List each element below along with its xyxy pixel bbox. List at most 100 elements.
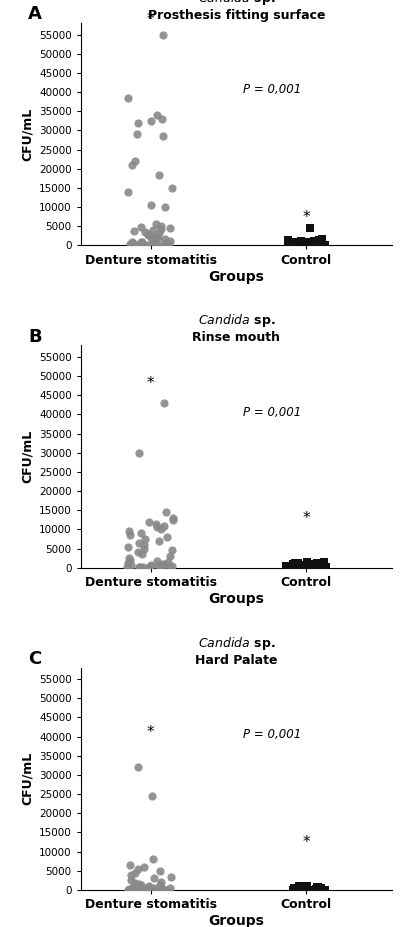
Point: [145, 226, 152, 241]
Text: *: *: [303, 210, 310, 225]
Point: [168, 870, 175, 884]
Text: P = 0,001: P = 0,001: [242, 83, 301, 96]
Point: [145, 514, 152, 529]
Point: [319, 559, 325, 574]
Point: [321, 555, 328, 570]
Point: [125, 91, 132, 106]
Point: [303, 883, 309, 897]
Point: [316, 560, 323, 575]
Point: [125, 883, 131, 897]
Point: [160, 518, 167, 533]
Point: [162, 557, 168, 572]
Point: [159, 882, 166, 896]
Point: [142, 224, 148, 239]
Point: [162, 237, 169, 252]
Point: [319, 233, 325, 248]
Point: [305, 238, 312, 253]
Point: [295, 879, 302, 894]
Point: [299, 557, 305, 572]
Point: [305, 883, 311, 897]
Point: [146, 883, 153, 897]
Point: [156, 226, 162, 241]
Point: [137, 883, 143, 897]
Point: [317, 560, 324, 575]
Point: [128, 235, 135, 249]
Point: [139, 560, 146, 575]
Point: [322, 883, 328, 897]
Point: [169, 181, 175, 196]
Text: *: *: [303, 834, 310, 850]
Point: [139, 238, 146, 253]
Text: B: B: [28, 327, 42, 346]
Point: [149, 789, 155, 804]
Point: [313, 882, 319, 896]
Point: [291, 883, 297, 897]
Point: [160, 237, 166, 252]
Point: [290, 557, 296, 572]
Text: C: C: [28, 650, 41, 667]
Title: $\it{Candida}$ sp.
Prosthesis fitting surface: $\it{Candida}$ sp. Prosthesis fitting su…: [147, 0, 325, 22]
Point: [169, 511, 176, 526]
Point: [294, 883, 300, 897]
Point: [314, 883, 320, 897]
Point: [146, 881, 153, 895]
Point: [308, 557, 314, 572]
Point: [128, 867, 134, 882]
Y-axis label: CFU/mL: CFU/mL: [21, 108, 34, 161]
Point: [316, 233, 322, 248]
Point: [139, 882, 145, 896]
X-axis label: Groups: Groups: [208, 270, 264, 284]
Y-axis label: CFU/mL: CFU/mL: [21, 430, 34, 483]
Point: [160, 27, 167, 42]
Point: [149, 222, 156, 237]
Point: [293, 238, 300, 253]
Point: [135, 445, 142, 460]
Point: [132, 876, 138, 891]
Point: [170, 513, 176, 527]
Point: [154, 236, 160, 251]
Point: [153, 228, 160, 243]
Point: [157, 560, 163, 575]
Point: [294, 235, 300, 250]
Point: [134, 879, 141, 894]
Point: [288, 237, 294, 252]
Point: [145, 227, 151, 242]
Point: [133, 127, 140, 142]
Point: [155, 883, 162, 897]
Point: [137, 560, 143, 575]
Point: [126, 524, 133, 539]
Point: [319, 231, 326, 246]
Point: [307, 560, 313, 575]
Point: [149, 233, 155, 248]
X-axis label: Groups: Groups: [208, 591, 264, 605]
Point: [294, 881, 300, 895]
Point: [158, 522, 164, 537]
Point: [143, 238, 149, 253]
Point: [298, 234, 305, 248]
Point: [155, 230, 161, 245]
Y-axis label: CFU/mL: CFU/mL: [21, 752, 34, 806]
Point: [147, 558, 153, 573]
Text: A: A: [28, 6, 42, 23]
Point: [153, 217, 159, 232]
Point: [138, 237, 145, 252]
Point: [135, 861, 141, 876]
Point: [161, 883, 168, 897]
Point: [284, 233, 291, 248]
Point: [295, 560, 301, 575]
Point: [141, 541, 147, 556]
Point: [138, 235, 145, 249]
Point: [145, 883, 152, 897]
Point: [311, 234, 317, 248]
Point: [312, 235, 318, 250]
Point: [163, 504, 169, 519]
Point: [124, 184, 131, 199]
Point: [167, 549, 174, 564]
Point: [156, 883, 163, 897]
Point: [126, 551, 132, 565]
Point: [153, 516, 159, 531]
Point: [286, 560, 292, 575]
Point: [309, 235, 316, 249]
Point: [158, 222, 164, 236]
Point: [315, 880, 321, 895]
